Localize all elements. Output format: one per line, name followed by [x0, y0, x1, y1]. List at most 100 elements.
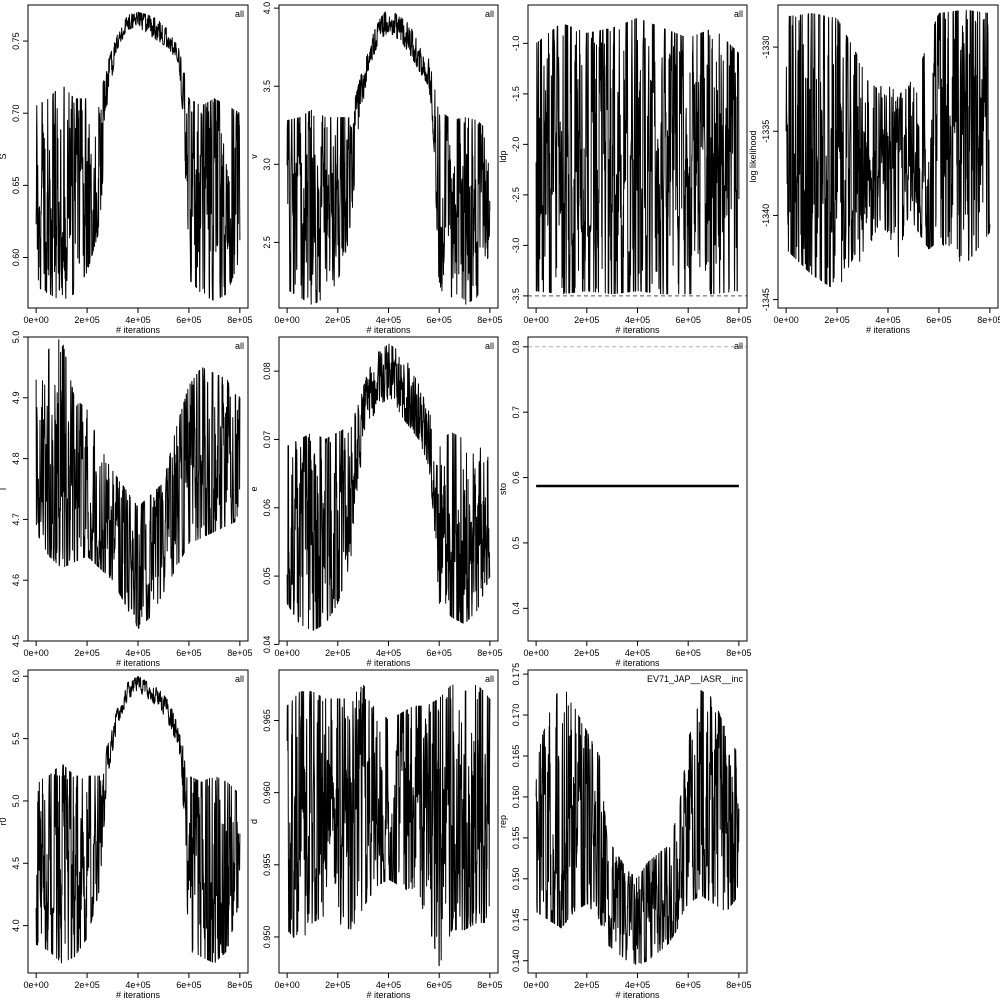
x-axis: 0e+00 2e+05 4e+05 6e+05 8e+05 # iterations — [274, 972, 503, 1000]
x-axis-label: # iterations — [615, 658, 660, 668]
x-axis-label: # iterations — [116, 658, 161, 668]
x-axis: 0e+00 2e+05 4e+05 6e+05 8e+05 # iterations — [274, 640, 503, 668]
y-axis-label: e — [249, 486, 259, 491]
trace-line — [286, 11, 491, 305]
y-tick-label: 0.07 — [262, 431, 272, 449]
y-tick-label: -1.5 — [511, 86, 521, 102]
y-axis-label: log likelihood — [748, 130, 758, 182]
x-tick-label: 8e+05 — [477, 648, 502, 658]
panel-e: 0e+00 2e+05 4e+05 6e+05 8e+05 # iterations 0.0… — [249, 336, 503, 668]
x-axis: 0e+00 2e+05 4e+05 6e+05 8e+05 # iterations — [774, 307, 1000, 335]
panel-ldp: 0e+00 2e+05 4e+05 6e+05 8e+05 # iterations -3.… — [498, 4, 752, 335]
y-tick-label: -1335 — [761, 120, 771, 143]
x-tick-label: 4e+05 — [875, 315, 900, 325]
panel-tag: EV71_JAP__IASR__inc — [647, 674, 744, 684]
y-tick-label: 3.5 — [262, 80, 272, 93]
y-tick-label: 0.8 — [511, 341, 521, 354]
panel-tag: all — [485, 9, 494, 19]
y-axis-label: r0 — [0, 817, 8, 825]
panel-tag: all — [485, 341, 494, 351]
x-axis: 0e+00 2e+05 4e+05 6e+05 8e+05 # iterations — [24, 640, 252, 668]
x-tick-label: 2e+05 — [574, 648, 599, 658]
y-axis-label: ldp — [498, 150, 508, 162]
x-tick-label: 6e+05 — [676, 315, 701, 325]
panel-s: 0e+00 2e+05 4e+05 6e+05 8e+05 # iterations 0.6… — [0, 4, 252, 335]
x-axis-label: # iterations — [366, 658, 411, 668]
x-axis: 0e+00 2e+05 4e+05 6e+05 8e+05 # iterations — [24, 972, 252, 1000]
y-tick-label: 0.5 — [511, 537, 521, 550]
x-tick-label: 6e+05 — [176, 980, 201, 990]
panel-tag: all — [235, 9, 244, 19]
x-tick-label: 8e+05 — [726, 315, 751, 325]
x-tick-label: 6e+05 — [176, 315, 201, 325]
y-axis: 0.4 0.5 0.6 0.7 0.8 sto — [498, 341, 529, 615]
y-axis: 0.04 0.05 0.06 0.07 0.08 e — [249, 362, 280, 653]
x-axis-label: # iterations — [615, 325, 660, 335]
y-tick-label: 0.150 — [511, 868, 521, 891]
y-tick-label: 4.5 — [11, 635, 21, 648]
panel-r0: 0e+00 2e+05 4e+05 6e+05 8e+05 # iterations 4.0… — [0, 669, 252, 1000]
y-axis-label: d — [249, 819, 259, 824]
y-tick-label: 0.60 — [11, 249, 21, 267]
x-tick-label: 0e+00 — [274, 315, 299, 325]
y-axis-label: S — [0, 153, 8, 159]
x-tick-label: 2e+05 — [574, 980, 599, 990]
x-tick-label: 2e+05 — [74, 980, 99, 990]
panel-tag: all — [485, 674, 494, 684]
panel-tag: all — [734, 9, 743, 19]
y-tick-label: 6.0 — [11, 670, 21, 683]
x-tick-label: 2e+05 — [325, 315, 350, 325]
x-tick-label: 6e+05 — [676, 648, 701, 658]
y-axis: 0.950 0.955 0.960 0.965 d — [249, 709, 280, 948]
y-tick-label: -2.0 — [511, 137, 521, 153]
y-tick-label: 0.160 — [511, 786, 521, 809]
trace-line — [35, 339, 241, 629]
y-tick-label: 4.9 — [11, 392, 21, 405]
x-tick-label: 4e+05 — [125, 980, 150, 990]
x-axis-label: # iterations — [116, 325, 161, 335]
panel-sto: 0e+00 2e+05 4e+05 6e+05 8e+05 # iterations 0.4… — [498, 336, 752, 668]
x-axis: 0e+00 2e+05 4e+05 6e+05 8e+05 # iterations — [24, 307, 252, 335]
y-tick-label: 0.960 — [262, 781, 272, 804]
x-axis: 0e+00 2e+05 4e+05 6e+05 8e+05 # iterations — [523, 307, 752, 335]
x-tick-label: 2e+05 — [74, 648, 99, 658]
x-axis: 0e+00 2e+05 4e+05 6e+05 8e+05 # iterations — [274, 307, 503, 335]
x-tick-label: 8e+05 — [227, 980, 252, 990]
x-tick-label: 8e+05 — [227, 648, 252, 658]
y-tick-label: 4.0 — [11, 919, 21, 932]
x-tick-label: 2e+05 — [824, 315, 849, 325]
panel-log-likelihood: 0e+00 2e+05 4e+05 6e+05 8e+05 # iterations -13… — [748, 4, 1000, 335]
y-tick-label: -1340 — [761, 204, 771, 227]
y-tick-label: 5.0 — [11, 331, 21, 344]
x-tick-label: 4e+05 — [625, 315, 650, 325]
panel-d: 0e+00 2e+05 4e+05 6e+05 8e+05 # iterations 0.9… — [249, 669, 503, 1000]
y-tick-label: 0.08 — [262, 362, 272, 380]
x-tick-label: 2e+05 — [574, 315, 599, 325]
y-tick-label: 4.6 — [11, 574, 21, 587]
y-tick-label: 0.145 — [511, 909, 521, 932]
y-tick-label: 2.5 — [262, 236, 272, 249]
panel-tag: all — [235, 341, 244, 351]
y-tick-label: 0.175 — [511, 663, 521, 686]
y-axis: 4.5 4.6 4.7 4.8 4.9 5.0 I — [0, 331, 29, 648]
x-tick-label: 2e+05 — [325, 648, 350, 658]
x-tick-label: 6e+05 — [427, 315, 452, 325]
x-tick-label: 0e+00 — [24, 315, 49, 325]
trace-line — [535, 18, 740, 295]
x-tick-label: 8e+05 — [477, 980, 502, 990]
x-tick-label: 8e+05 — [726, 980, 751, 990]
x-tick-label: 8e+05 — [227, 315, 252, 325]
y-tick-label: 0.7 — [511, 406, 521, 419]
y-tick-label: 0.70 — [11, 104, 21, 122]
y-axis-label: v — [249, 154, 259, 159]
y-tick-label: 4.8 — [11, 452, 21, 465]
y-tick-label: 0.155 — [511, 827, 521, 850]
plot-frame — [527, 336, 748, 642]
x-axis: 0e+00 2e+05 4e+05 6e+05 8e+05 # iterations — [523, 972, 752, 1000]
y-tick-label: 0.6 — [511, 471, 521, 484]
y-tick-label: 0.170 — [511, 704, 521, 727]
panel-tag: all — [734, 341, 743, 351]
trace-line — [286, 684, 491, 967]
x-tick-label: 2e+05 — [74, 315, 99, 325]
panel-tag: all — [235, 674, 244, 684]
